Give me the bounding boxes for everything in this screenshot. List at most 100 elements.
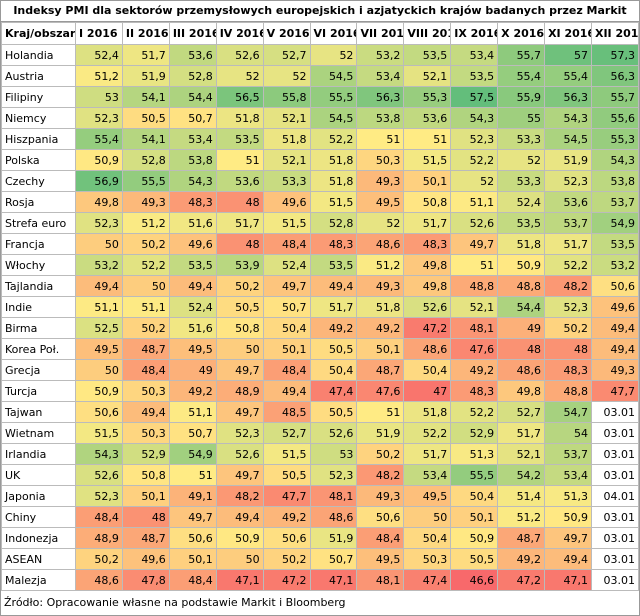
cell: 52,2 [121,254,170,276]
cell: 53 [309,443,358,465]
cell: 48,4 [75,506,123,528]
row-label: Malezja [1,569,76,591]
cell: 49,8 [75,191,123,213]
cell: 51,2 [497,506,546,528]
cell: 48,6 [356,233,405,255]
cell: 49,2 [450,359,499,381]
cell: 49,2 [497,548,546,570]
cell: 53,5 [450,65,499,87]
cell: 51 [356,128,405,150]
cell: 54,1 [121,86,170,108]
cell: 52,6 [403,296,452,318]
cell: 55,3 [403,86,452,108]
cell: 52,4 [262,254,311,276]
table-row: Wietnam 51,5 50,3 50,7 52,3 52,7 52,6 51,9 52,2 5… [1,422,640,444]
cell: 54,4 [168,86,217,108]
cell: 50,2 [356,443,405,465]
cell: 53,7 [544,443,592,465]
cell: 03.01 [590,527,640,549]
cell: 51,1 [168,401,217,423]
column-header: X 2016 [497,22,546,45]
cell: 49,5 [356,548,405,570]
row-label: Strefa euro [1,212,76,234]
cell: 52,6 [215,44,264,66]
cell: 50,3 [356,149,405,171]
cell: 53,6 [403,107,452,129]
cell: 48,7 [121,527,170,549]
cell: 53,5 [309,254,358,276]
cell: 49,7 [262,275,311,297]
table-row: Irlandia 54,3 52,9 54,9 52,6 51,5 53 50,2 51,7 51… [1,443,640,465]
cell: 50 [215,338,264,360]
cell: 47,7 [590,380,640,402]
cell: 53,6 [168,44,217,66]
cell: 50,7 [262,296,311,318]
table-row: Indonezja 48,9 48,7 50,6 50,9 50,6 51,9 48,4 50,… [1,527,640,549]
cell: 49,3 [356,275,405,297]
cell: 50,1 [121,485,170,507]
cell: 48,9 [75,527,123,549]
cell: 48,3 [168,191,217,213]
row-label: Czechy [1,170,76,192]
cell: 54 [544,422,592,444]
cell: 49,6 [168,233,217,255]
cell: 49,8 [403,275,452,297]
column-header: XII 2016 [590,22,640,45]
cell: 47,1 [309,569,358,591]
cell: 49,8 [497,380,546,402]
cell: 50,3 [121,380,170,402]
cell: 49,5 [75,338,123,360]
cell: 48 [215,233,264,255]
cell: 48,7 [356,359,405,381]
cell: 48,1 [450,317,499,339]
cell: 49,4 [590,338,640,360]
cell: 47,4 [309,380,358,402]
table-row: Francja 50 50,2 49,6 48 48,4 48,3 48,6 48,3 49,7 5… [1,233,640,255]
row-label: Austria [1,65,76,87]
cell: 53,5 [403,44,452,66]
cell: 50,6 [168,527,217,549]
cell: 53,4 [403,464,452,486]
cell: 50 [403,506,452,528]
cell: 55 [497,107,546,129]
cell: 48,4 [121,359,170,381]
cell: 48,6 [75,569,123,591]
cell: 50,1 [262,338,311,360]
cell: 48,6 [403,338,452,360]
cell: 50,2 [121,233,170,255]
cell: 52,6 [450,212,499,234]
cell: 48,1 [309,485,358,507]
cell: 48,3 [309,233,358,255]
cell: 51,7 [121,44,170,66]
cell: 51 [356,401,405,423]
cell: 51,2 [121,212,170,234]
cell: 49,2 [309,317,358,339]
row-label: Filipiny [1,86,76,108]
cell: 48,8 [544,380,592,402]
cell: 50,1 [356,338,405,360]
cell: 50,6 [356,506,405,528]
cell: 49,6 [590,296,640,318]
cell: 51 [450,254,499,276]
table-row: Tajwan 50,6 49,4 51,1 49,7 48,5 50,5 51 51,8 52,2… [1,401,640,423]
cell: 49 [497,317,546,339]
cell: 51,8 [403,401,452,423]
row-label: Chiny [1,506,76,528]
cell: 51 [403,128,452,150]
cell: 53,4 [450,44,499,66]
cell: 49,4 [262,380,311,402]
cell: 51,9 [356,422,405,444]
cell: 54,3 [450,107,499,129]
table-row: Tajlandia 49,4 50 49,4 50,2 49,7 49,4 49,3 49,8 4… [1,275,640,297]
cell: 49,6 [121,548,170,570]
column-header: XI 2016 [544,22,592,45]
cell: 51,9 [544,149,592,171]
cell: 49,2 [168,380,217,402]
cell: 47,1 [544,569,592,591]
cell: 51,2 [75,65,123,87]
row-label: UK [1,464,76,486]
cell: 48 [121,506,170,528]
cell: 55,4 [497,65,546,87]
cell: 53,8 [168,149,217,171]
cell: 48,4 [356,527,405,549]
